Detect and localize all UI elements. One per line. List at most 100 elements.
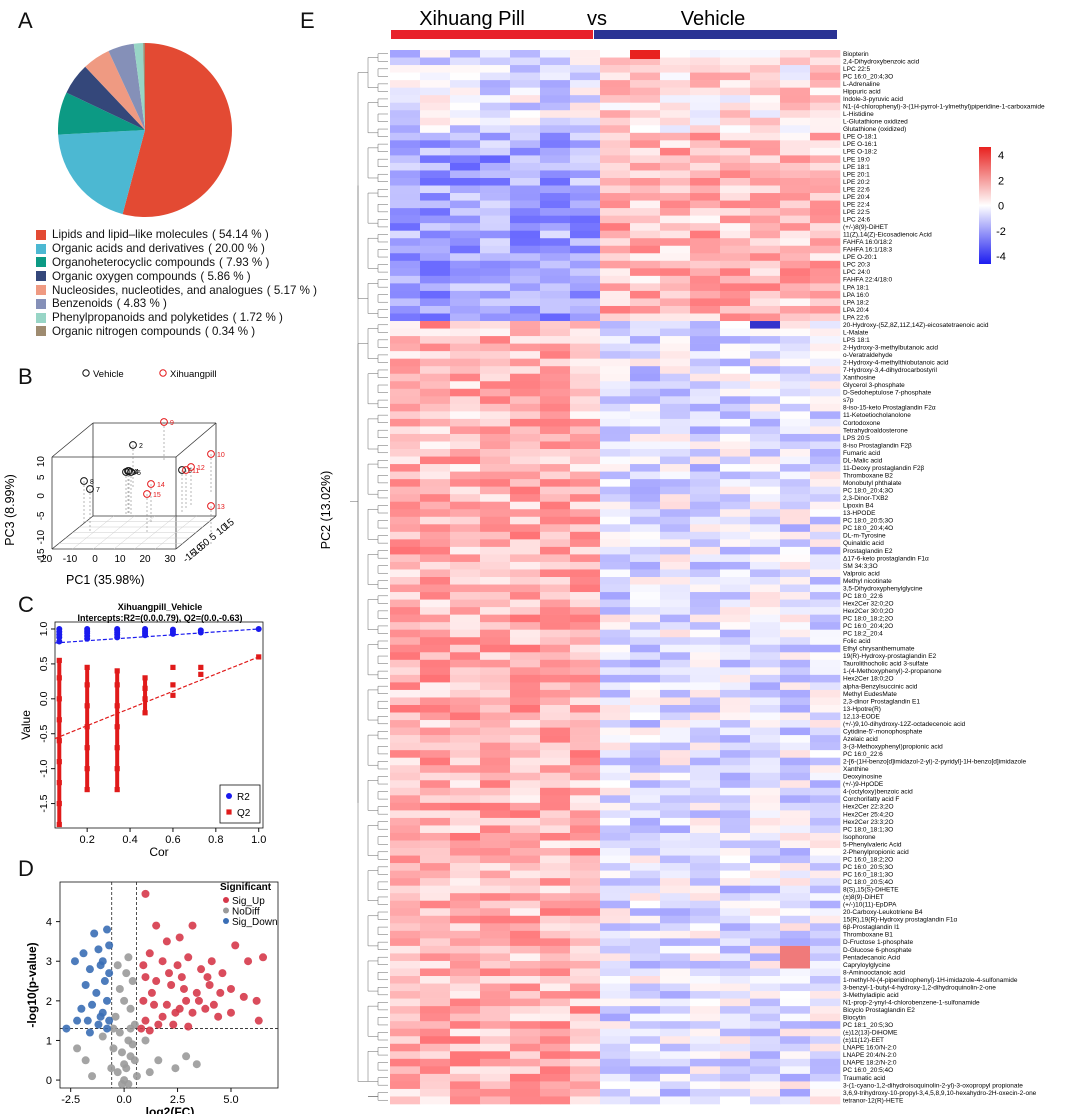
- heatmap-cell: [630, 629, 661, 638]
- heatmap-cell: [540, 735, 571, 743]
- volcano-point-sig-down: [85, 965, 94, 974]
- heatmap-cell: [450, 245, 481, 254]
- heatmap-cell: [420, 388, 451, 397]
- heatmap-cell: [570, 388, 601, 397]
- heatmap-cell: [690, 584, 721, 593]
- heatmap-cell: [810, 80, 841, 88]
- heatmap-cell: [450, 1021, 481, 1030]
- heatmap-cell: [450, 140, 481, 149]
- volcano-point-sig-up: [173, 961, 182, 970]
- heatmap-cell: [810, 953, 841, 962]
- heatmap-cell: [540, 1021, 571, 1030]
- heatmap-cell: [660, 637, 691, 646]
- heatmap-cell: [570, 795, 601, 804]
- heatmap-cell: [570, 260, 601, 269]
- heatmap-cell: [480, 810, 511, 819]
- heatmap-cell: [570, 915, 601, 924]
- heatmap-row-label: Δ17-6-keto prostaglandin F1α: [843, 555, 929, 562]
- heatmap-cell: [780, 1051, 811, 1060]
- heatmap-cell: [660, 1013, 691, 1022]
- heatmap-cell: [510, 245, 541, 254]
- heatmap-cell: [540, 87, 571, 96]
- heatmap-cell: [630, 132, 661, 141]
- heatmap-cell: [480, 516, 511, 525]
- volcano-point-nodiff: [88, 1072, 97, 1081]
- group-label-xihuang: Xihuang Pill: [419, 8, 525, 30]
- volcano-point-sig-down: [70, 957, 79, 966]
- heatmap-cell: [720, 795, 751, 804]
- heatmap-cell: [660, 524, 691, 533]
- heatmap-cell: [510, 772, 541, 781]
- heatmap-cell: [600, 358, 631, 367]
- legend-xihuang-marker: [159, 369, 167, 377]
- heatmap-cell: [450, 343, 481, 352]
- heatmap-cell: [510, 968, 541, 977]
- heatmap-row-label: 3,5-Dihydroxyphenylglycine: [843, 585, 923, 592]
- heatmap-cell: [480, 757, 511, 766]
- heatmap-cell: [540, 162, 571, 171]
- heatmap-cell: [450, 177, 481, 186]
- pca-point-xihuang: [207, 502, 215, 510]
- heatmap-row-label: 3,6,9-trihydroxy-10-propyl-3,4,5,8,9,10-…: [843, 1090, 1037, 1097]
- heatmap-cell: [720, 998, 751, 1007]
- heatmap-cell: [630, 561, 661, 570]
- heatmap-cell: [390, 95, 421, 103]
- heatmap-cell: [390, 336, 421, 344]
- perm-legend-q2-marker: [226, 809, 232, 815]
- heatmap-cell: [630, 539, 661, 548]
- heatmap-cell: [660, 268, 691, 277]
- heatmap-cell: [390, 193, 421, 201]
- legend-xihuang-label: Xihuangpill: [170, 369, 216, 380]
- heatmap-row-label: LPC 24:6: [843, 217, 870, 224]
- heatmap-cell: [660, 584, 691, 593]
- heatmap-row-label: PC 18:0_18:2;2O: [843, 616, 893, 623]
- heatmap-cell: [660, 290, 691, 299]
- heatmap-cell: [510, 456, 541, 465]
- heatmap-cell: [660, 50, 691, 58]
- heatmap-row-label: LPE 22:5: [843, 209, 870, 216]
- heatmap-cell: [810, 388, 841, 397]
- heatmap-cell: [720, 674, 751, 683]
- heatmap-cell: [630, 915, 661, 924]
- heatmap-cell: [450, 1006, 481, 1014]
- heatmap-cell: [570, 193, 601, 201]
- heatmap-cell: [540, 170, 571, 179]
- heatmap-cell: [450, 599, 481, 608]
- heatmap-row-label: 11-Deoxy prostaglandin F2β: [843, 465, 925, 472]
- heatmap-cell: [390, 870, 421, 879]
- heatmap-cell: [810, 923, 841, 932]
- heatmap-cell: [420, 712, 451, 721]
- heatmap-cell: [510, 403, 541, 412]
- heatmap-cell: [780, 479, 811, 487]
- volcano-point-sig-up: [141, 1016, 150, 1025]
- heatmap-cell: [630, 644, 661, 653]
- heatmap-cell: [570, 433, 601, 442]
- heatmap-cell: [720, 659, 751, 668]
- heatmap-cell: [420, 102, 451, 111]
- heatmap-cell: [420, 584, 451, 593]
- heatmap-cell: [540, 524, 571, 533]
- heatmap-cell: [690, 185, 721, 194]
- heatmap-cell: [390, 321, 421, 329]
- heatmap-cell: [390, 863, 421, 871]
- heatmap-row-label: LPE 20:1: [843, 171, 870, 178]
- heatmap-cell: [480, 893, 511, 902]
- heatmap-cell: [540, 539, 571, 548]
- heatmap-cell: [720, 418, 751, 427]
- heatmap-cell: [660, 65, 691, 73]
- pca-point-xihuang: [182, 466, 190, 474]
- heatmap-cell: [660, 923, 691, 932]
- heatmap-cell: [450, 561, 481, 570]
- heatmap-cell: [480, 607, 511, 615]
- pie-slice: [85, 51, 145, 130]
- heatmap-cell: [420, 177, 451, 186]
- heatmap-cell: [660, 976, 691, 984]
- heatmap-cell: [480, 592, 511, 600]
- heatmap-row-label: Bicyclo Prostaglandin E2: [843, 1007, 915, 1014]
- heatmap-cell: [630, 1051, 661, 1060]
- heatmap-cell: [630, 923, 661, 932]
- heatmap-cell: [420, 125, 451, 134]
- heatmap-cell: [420, 667, 451, 676]
- heatmap-cell: [540, 727, 571, 736]
- heatmap-cell: [630, 95, 661, 103]
